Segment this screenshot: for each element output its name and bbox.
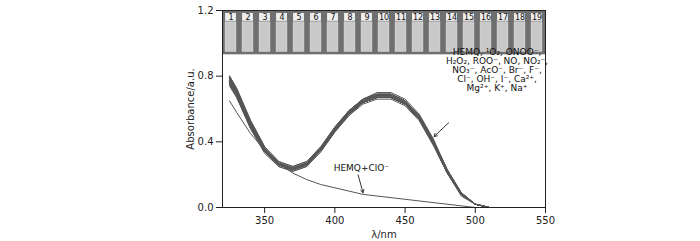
svg-text:3: 3 xyxy=(262,13,267,22)
svg-text:17: 17 xyxy=(498,13,508,22)
svg-text:0.8: 0.8 xyxy=(198,70,214,81)
svg-text:λ/nm: λ/nm xyxy=(371,229,396,240)
svg-text:14: 14 xyxy=(447,13,457,22)
svg-text:11: 11 xyxy=(396,13,406,22)
svg-text:6: 6 xyxy=(313,13,318,22)
svg-text:550: 550 xyxy=(536,215,555,226)
svg-text:450: 450 xyxy=(396,215,415,226)
svg-text:9: 9 xyxy=(364,13,369,22)
svg-text:0.4: 0.4 xyxy=(198,136,214,147)
svg-text:7: 7 xyxy=(330,13,335,22)
svg-text:19: 19 xyxy=(532,13,542,22)
svg-text:Absorbance/a.u.: Absorbance/a.u. xyxy=(185,68,196,149)
svg-text:1: 1 xyxy=(228,13,233,22)
svg-text:4: 4 xyxy=(279,13,284,22)
svg-text:500: 500 xyxy=(466,215,485,226)
svg-text:HEMQ+ClO⁻: HEMQ+ClO⁻ xyxy=(334,163,390,173)
svg-text:350: 350 xyxy=(255,215,274,226)
svg-text:15: 15 xyxy=(464,13,474,22)
svg-text:0.0: 0.0 xyxy=(198,202,214,213)
svg-text:1.2: 1.2 xyxy=(198,5,214,16)
svg-text:13: 13 xyxy=(430,13,440,22)
svg-text:8: 8 xyxy=(347,13,352,22)
svg-text:5: 5 xyxy=(296,13,301,22)
svg-text:HEMQ, ¹O₂, ONOO⁻,H₂O₂, ROO⁻, N: HEMQ, ¹O₂, ONOO⁻,H₂O₂, ROO⁻, NO, NO₂⁻,NO… xyxy=(446,47,548,93)
svg-text:2: 2 xyxy=(245,13,250,22)
svg-text:18: 18 xyxy=(515,13,525,22)
svg-text:400: 400 xyxy=(325,215,344,226)
svg-text:10: 10 xyxy=(379,13,389,22)
svg-text:16: 16 xyxy=(481,13,491,22)
svg-text:12: 12 xyxy=(413,13,423,22)
